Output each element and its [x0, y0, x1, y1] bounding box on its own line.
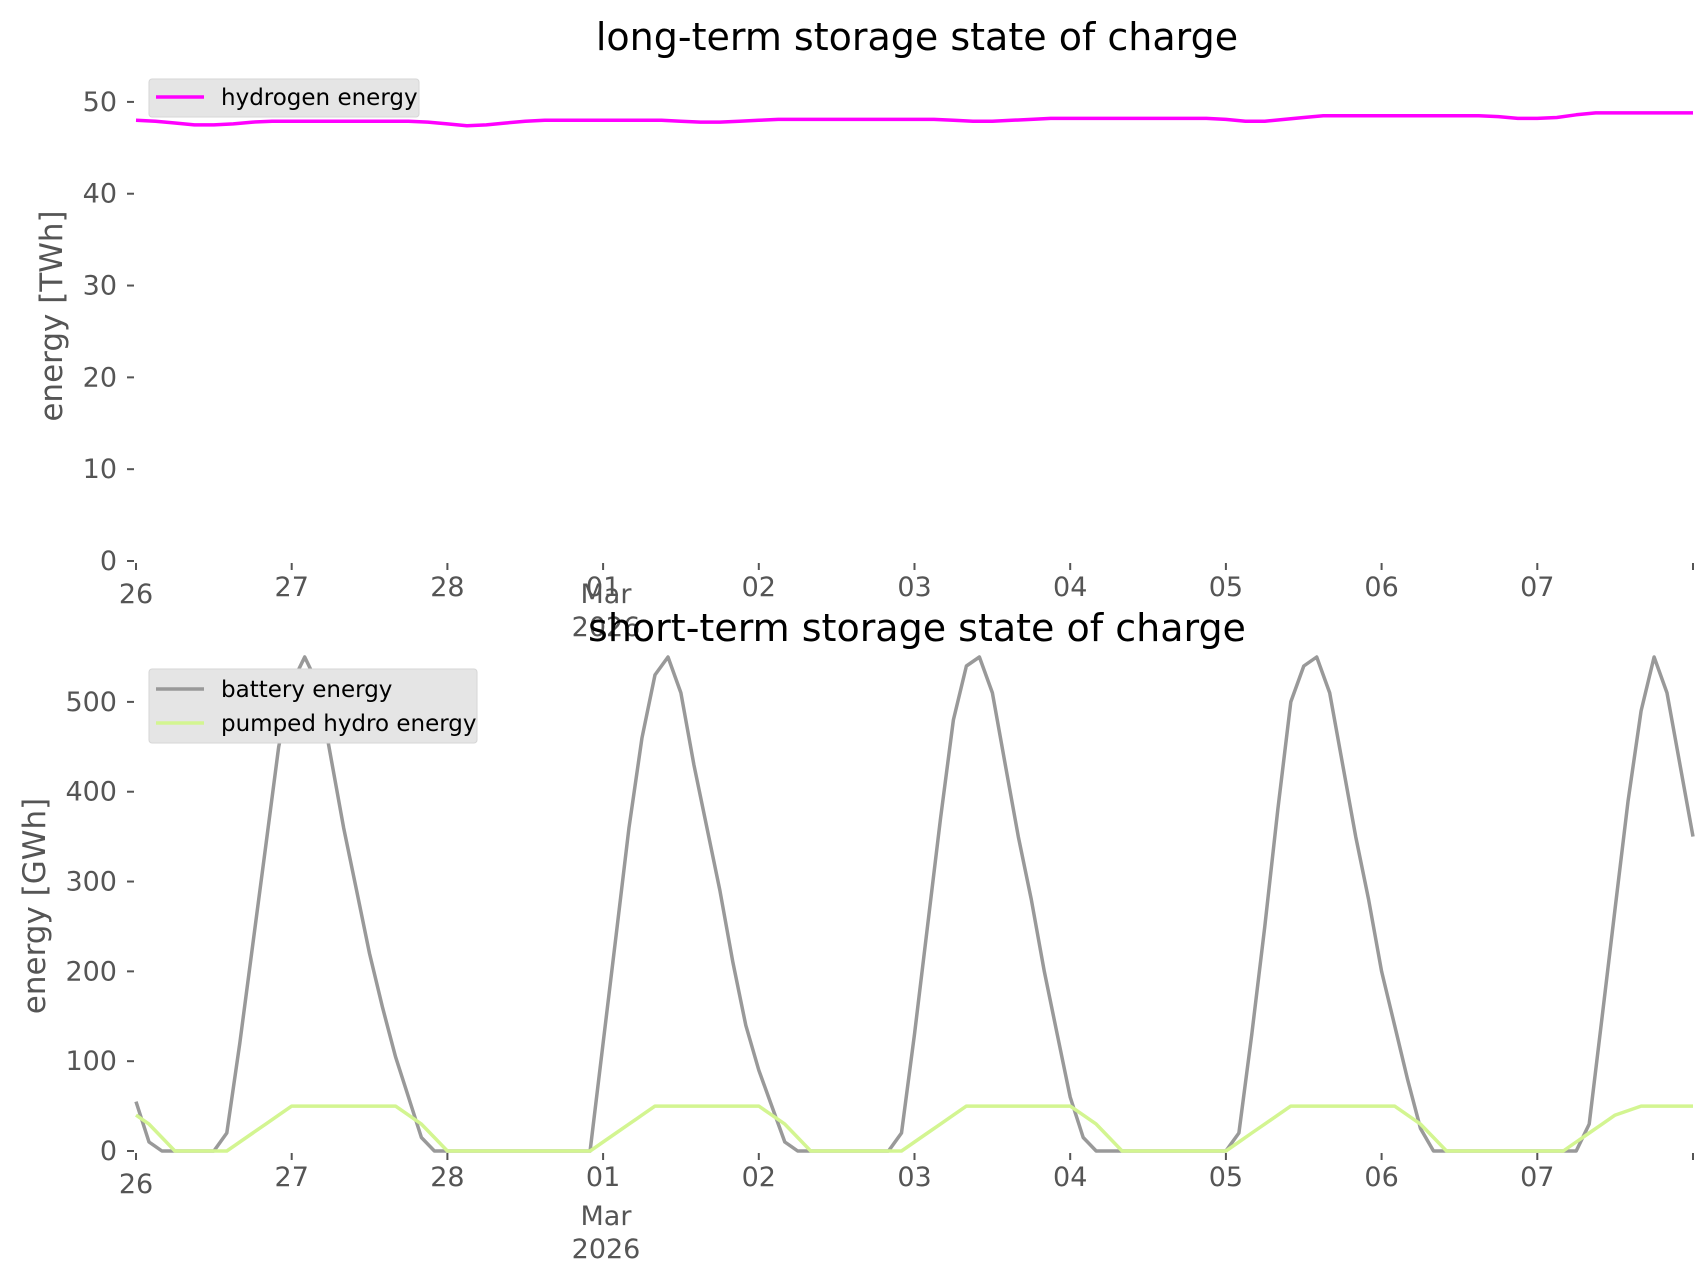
x-month-label: Mar	[581, 579, 633, 610]
series-line-1	[135, 1104, 1693, 1153]
x-tick-label: 26	[119, 1169, 153, 1200]
series-line-0	[134, 655, 1695, 1153]
y-tick-label: 30	[83, 271, 117, 302]
y-tick-label: 10	[83, 454, 117, 485]
legend-label-pumped-hydro: pumped hydro energy	[221, 711, 477, 737]
long-term-storage-panel: long-term storage state of charge energy…	[34, 15, 1694, 643]
legend-box	[148, 78, 420, 118]
x-tick-label: 27	[275, 1162, 309, 1193]
y-tick-label: 500	[65, 687, 117, 718]
x-tick-label: 05	[1209, 572, 1243, 603]
legend-box	[148, 668, 478, 744]
x-tick-label: 28	[430, 572, 464, 603]
x-year-label: 2026	[572, 612, 641, 643]
series-lines	[135, 111, 1693, 128]
short-term-storage-panel: short-term storage state of charge energ…	[17, 606, 1695, 1265]
x-tick-label: 27	[275, 572, 309, 603]
x-tick-label: 04	[1053, 572, 1087, 603]
x-tick-label: 03	[897, 572, 931, 603]
x-tick-label: 04	[1053, 1162, 1087, 1193]
x-tick-label: 03	[897, 1162, 931, 1193]
x-tick-label: 07	[1520, 572, 1554, 603]
y-tick-label: 200	[65, 956, 117, 987]
y-tick-label: 20	[83, 362, 117, 393]
x-year-label: 2026	[572, 1234, 641, 1265]
legend-label-hydrogen: hydrogen energy	[221, 85, 418, 111]
y-axis-label: energy [TWh]	[34, 210, 70, 421]
x-tick-label: 06	[1364, 1162, 1398, 1193]
x-tick-label: 02	[742, 572, 776, 603]
x-month-label: Mar	[581, 1201, 633, 1232]
y-tick-label: 40	[83, 179, 117, 210]
x-axis-ticks: 26 27 28 01 02 03 04 05 06 07	[119, 563, 1694, 610]
legend-label-battery: battery energy	[221, 677, 392, 703]
series-line-0	[135, 111, 1693, 128]
y-axis-label: energy [GWh]	[17, 798, 53, 1014]
x-tick-label: 05	[1209, 1162, 1243, 1193]
y-tick-label: 0	[100, 1136, 117, 1167]
x-tick-label: 01	[586, 1162, 620, 1193]
x-tick-label: 01	[586, 572, 620, 603]
chart-title: short-term storage state of charge	[588, 606, 1246, 650]
y-tick-label: 400	[65, 777, 117, 808]
y-tick-label: 50	[83, 87, 117, 118]
legend: battery energy pumped hydro energy	[148, 668, 478, 744]
x-tick-label: 28	[430, 1162, 464, 1193]
x-tick-label: 02	[742, 1162, 776, 1193]
legend: hydrogen energy	[148, 78, 420, 118]
x-tick-label: 26	[119, 579, 153, 610]
x-tick-label: 06	[1364, 572, 1398, 603]
y-axis-ticks: 0 10 20 30 40 50	[83, 87, 134, 577]
x-axis-ticks: 26 27 28 01 02 03 04 05 06 07	[119, 1153, 1694, 1200]
chart-title: long-term storage state of charge	[596, 15, 1238, 59]
y-axis-ticks: 0 100 200 300 400 500	[65, 687, 134, 1167]
x-tick-label: 07	[1520, 1162, 1554, 1193]
y-tick-label: 0	[100, 546, 117, 577]
y-tick-label: 300	[65, 867, 117, 898]
y-tick-label: 100	[65, 1046, 117, 1077]
series-lines	[134, 655, 1695, 1153]
